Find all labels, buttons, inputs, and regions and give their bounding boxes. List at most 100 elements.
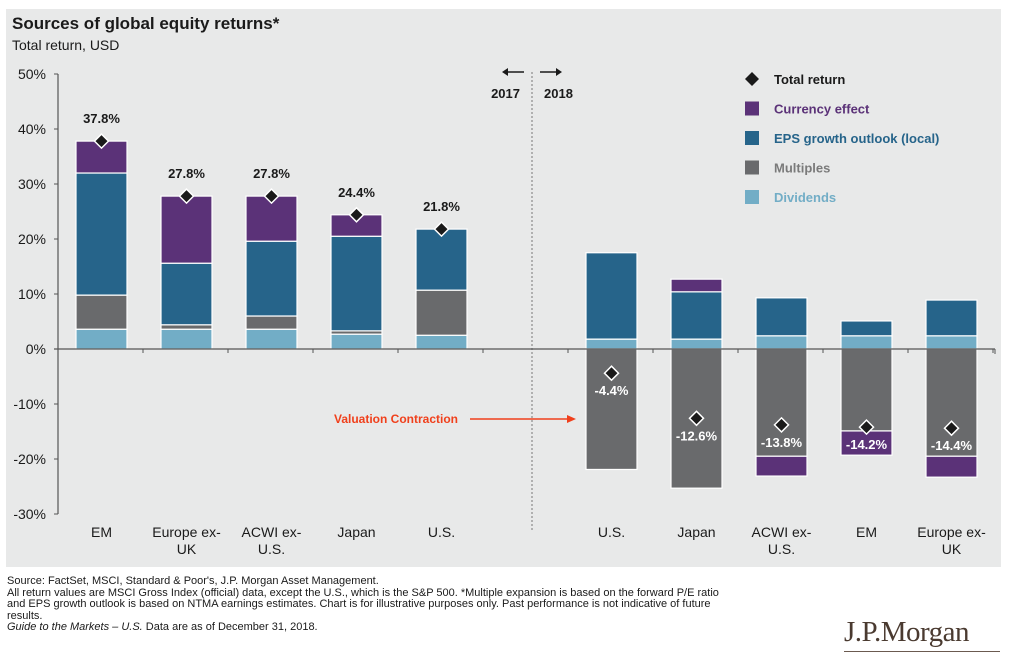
bar-segment-dividends bbox=[925, 335, 978, 350]
x-category-label: U.S. bbox=[598, 524, 625, 540]
bar-segment-multiples bbox=[245, 315, 298, 330]
y-tick-label: -30% bbox=[13, 506, 46, 522]
total-return-label: 27.8% bbox=[168, 166, 205, 181]
bar-segment-dividends bbox=[755, 335, 808, 350]
total-return-marker bbox=[433, 221, 450, 238]
y-tick-label: -20% bbox=[13, 451, 46, 467]
bar-segment-multiples bbox=[75, 294, 128, 330]
total-return-marker bbox=[773, 416, 790, 433]
bar-segment-eps-growth-outlook-local- bbox=[840, 320, 893, 337]
total-return-label: -12.6% bbox=[676, 428, 718, 443]
total-return-marker bbox=[943, 420, 960, 437]
bar-segment-eps-growth-outlook-local- bbox=[330, 235, 383, 332]
period-label-2018: 2018 bbox=[544, 86, 573, 101]
total-return-label: 37.8% bbox=[83, 111, 120, 126]
bar-segment-dividends bbox=[245, 328, 298, 350]
bar-segment-currency-effect bbox=[925, 455, 978, 478]
x-category-label: UK bbox=[942, 541, 962, 557]
total-return-label: -13.8% bbox=[761, 435, 803, 450]
total-return-marker bbox=[93, 133, 110, 150]
total-return-marker bbox=[263, 188, 280, 205]
arrow-left-icon bbox=[502, 68, 508, 76]
chart-subtitle: Total return, USD bbox=[12, 37, 120, 53]
footnote: Source: FactSet, MSCI, Standard & Poor's… bbox=[7, 575, 807, 634]
bar-segment-currency-effect bbox=[670, 278, 723, 293]
total-return-label: 27.8% bbox=[253, 166, 290, 181]
footnote-guide: Guide to the Markets – U.S. Data are as … bbox=[7, 621, 807, 634]
legend-label: Currency effect bbox=[774, 102, 870, 117]
bar-segment-eps-growth-outlook-local- bbox=[160, 262, 213, 326]
x-category-label: U.S. bbox=[768, 541, 795, 557]
legend-label: EPS growth outlook (local) bbox=[774, 131, 939, 146]
y-tick-label: 50% bbox=[18, 66, 46, 82]
bar-segment-eps-growth-outlook-local- bbox=[415, 228, 468, 291]
total-return-label: 21.8% bbox=[423, 199, 460, 214]
x-category-label: U.S. bbox=[258, 541, 285, 557]
y-tick-label: 0% bbox=[26, 341, 46, 357]
y-tick-label: 20% bbox=[18, 231, 46, 247]
total-return-label: -14.4% bbox=[931, 438, 973, 453]
logo-underline bbox=[844, 651, 1000, 652]
bar-segment-currency-effect bbox=[160, 195, 213, 264]
period-label-2017: 2017 bbox=[491, 86, 520, 101]
total-return-label: -14.2% bbox=[846, 437, 888, 452]
bar-segment-dividends bbox=[330, 333, 383, 350]
x-category-label: Japan bbox=[677, 524, 715, 540]
legend-label: Multiples bbox=[774, 161, 830, 176]
y-tick-label: -10% bbox=[13, 396, 46, 412]
total-return-marker bbox=[178, 188, 195, 205]
bar-segment-multiples bbox=[925, 348, 978, 457]
arrow-right-icon bbox=[556, 68, 562, 76]
jpmorgan-logo: J.P.Morgan bbox=[844, 616, 970, 648]
total-return-marker bbox=[688, 410, 705, 427]
bar-segment-multiples bbox=[415, 289, 468, 336]
x-category-label: Europe ex- bbox=[917, 524, 986, 540]
bar-segment-eps-growth-outlook-local- bbox=[75, 172, 128, 296]
bar-segment-multiples bbox=[160, 324, 213, 330]
bar-segment-eps-growth-outlook-local- bbox=[585, 252, 638, 340]
bar-segment-dividends bbox=[75, 328, 128, 350]
footnote-line: All return values are MSCI Gross Index (… bbox=[7, 586, 719, 599]
legend-swatch-icon bbox=[745, 160, 759, 175]
annotation-arrow-icon bbox=[567, 415, 576, 423]
footnote-line: results. bbox=[7, 609, 43, 622]
guide-title: Guide to the Markets – U.S. bbox=[7, 621, 143, 633]
bar-segment-eps-growth-outlook-local- bbox=[755, 297, 808, 337]
x-category-label: ACWI ex- bbox=[752, 524, 812, 540]
total-return-label: 24.4% bbox=[338, 185, 375, 200]
bar-segment-dividends bbox=[585, 338, 638, 350]
x-category-label: EM bbox=[856, 524, 877, 540]
y-tick-label: 40% bbox=[18, 121, 46, 137]
footnote-line: Source: FactSet, MSCI, Standard & Poor's… bbox=[7, 575, 379, 587]
bar-segment-eps-growth-outlook-local- bbox=[670, 291, 723, 340]
x-category-label: Europe ex- bbox=[152, 524, 221, 540]
y-tick-label: 10% bbox=[18, 286, 46, 302]
x-category-label: EM bbox=[91, 524, 112, 540]
bar-segment-eps-growth-outlook-local- bbox=[925, 299, 978, 337]
bar-segment-dividends bbox=[840, 335, 893, 350]
x-category-label: Japan bbox=[337, 524, 375, 540]
y-tick-label: 30% bbox=[18, 176, 46, 192]
legend-diamond-icon bbox=[745, 72, 759, 86]
legend-label: Dividends bbox=[774, 190, 836, 205]
legend-swatch-icon bbox=[745, 190, 759, 204]
legend-swatch-icon bbox=[745, 101, 759, 116]
total-return-marker bbox=[603, 365, 620, 382]
bar-segment-dividends bbox=[415, 334, 468, 350]
legend-swatch-icon bbox=[745, 131, 759, 145]
x-category-label: U.S. bbox=[428, 524, 455, 540]
total-return-marker bbox=[858, 419, 875, 436]
x-category-label: UK bbox=[177, 541, 197, 557]
x-category-label: ACWI ex- bbox=[242, 524, 302, 540]
bar-segment-dividends bbox=[670, 338, 723, 350]
annotation-label: Valuation Contraction bbox=[334, 412, 458, 426]
footnote-line: and EPS growth outlook is based on NTMA … bbox=[7, 598, 711, 610]
chart-title: Sources of global equity returns* bbox=[12, 14, 280, 33]
bar-segment-multiples bbox=[840, 348, 893, 432]
total-return-marker bbox=[348, 206, 365, 223]
bar-segment-dividends bbox=[160, 328, 213, 350]
total-return-label: -4.4% bbox=[595, 383, 629, 398]
guide-date: Data are as of December 31, 2018. bbox=[142, 621, 318, 633]
bar-segment-currency-effect bbox=[755, 455, 808, 477]
